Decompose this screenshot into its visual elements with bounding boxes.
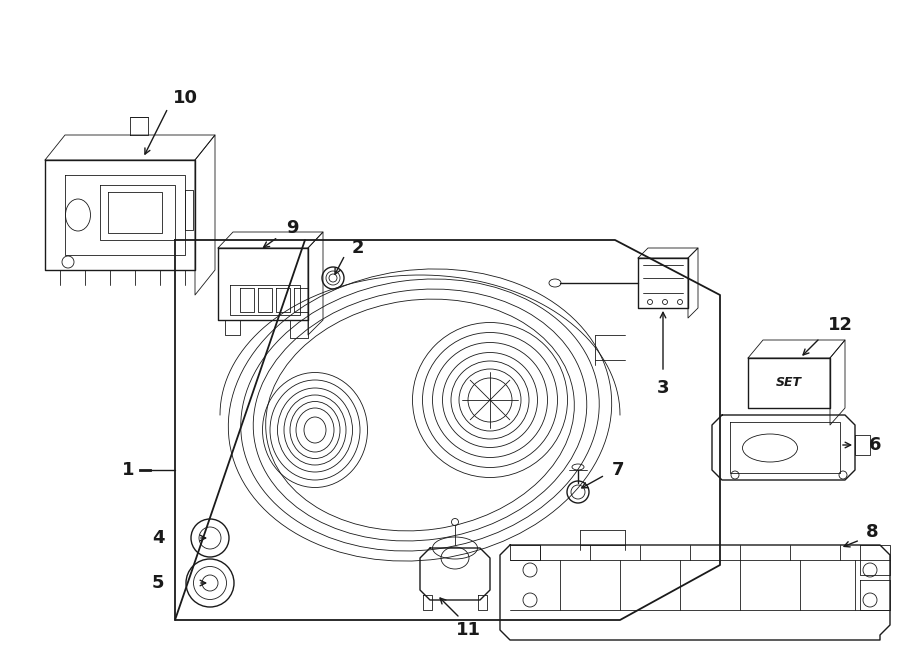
Text: SET: SET	[776, 377, 802, 389]
Text: 7: 7	[612, 461, 625, 479]
Text: 12: 12	[827, 316, 852, 334]
Text: 6: 6	[868, 436, 881, 454]
Text: 4: 4	[152, 529, 164, 547]
Text: 1: 1	[122, 461, 134, 479]
Text: 10: 10	[173, 89, 197, 107]
Text: 5: 5	[152, 574, 164, 592]
Text: 2: 2	[352, 239, 365, 257]
Text: 3: 3	[657, 379, 670, 397]
Text: 9: 9	[286, 219, 298, 237]
Text: 8: 8	[866, 523, 878, 541]
Text: 11: 11	[455, 621, 481, 639]
